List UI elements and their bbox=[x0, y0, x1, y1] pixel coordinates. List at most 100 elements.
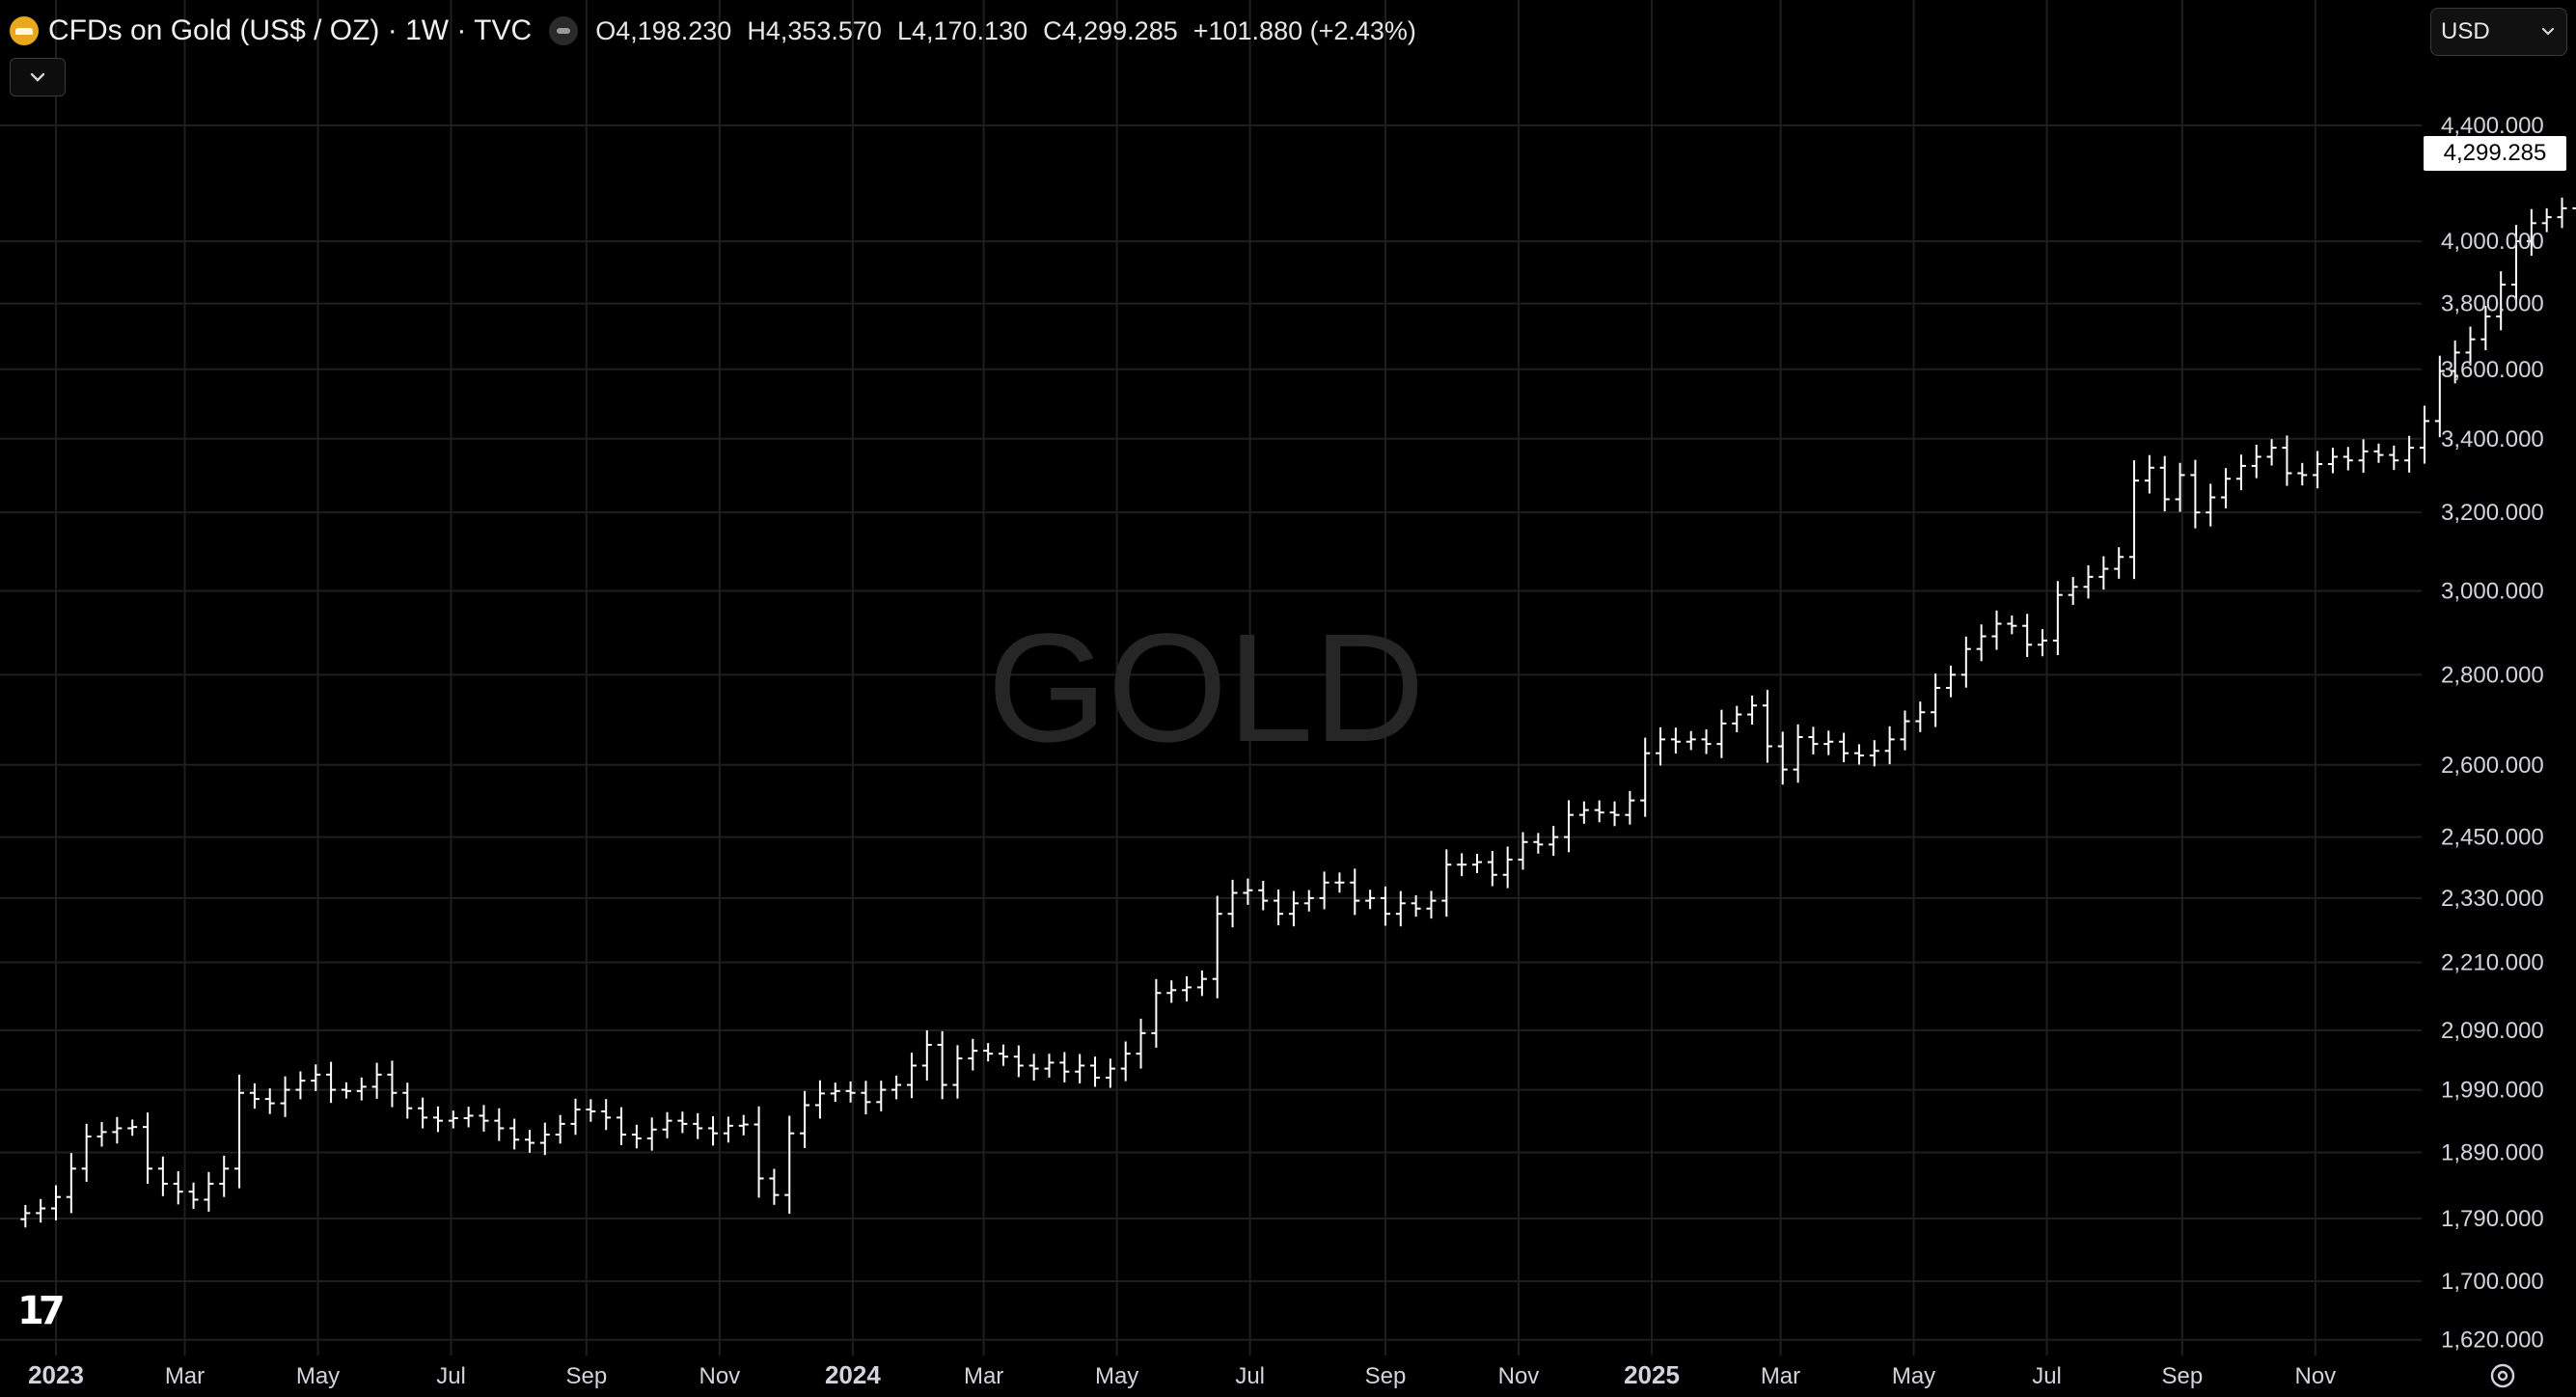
ohlc-bar bbox=[1991, 610, 2002, 650]
ohlc-bar bbox=[234, 1074, 245, 1189]
ohlc-bar bbox=[1319, 871, 1329, 910]
ohlc-bar bbox=[1701, 729, 1712, 754]
ohlc-bar bbox=[509, 1118, 520, 1150]
ohlc-bar bbox=[1564, 800, 1575, 853]
low-label: L bbox=[896, 15, 912, 45]
ohlc-bar bbox=[2358, 439, 2369, 473]
price-tick-label: 1,890.000 bbox=[2441, 1140, 2544, 1166]
legend-collapse-button[interactable] bbox=[10, 58, 66, 96]
price-tick-label: 1,990.000 bbox=[2441, 1078, 2544, 1104]
ohlc-bar bbox=[2129, 460, 2140, 580]
ohlc-bar bbox=[1457, 853, 1467, 877]
ohlc-bar bbox=[1274, 889, 1284, 926]
ohlc-bar bbox=[1945, 665, 1956, 698]
ohlc-bar bbox=[1120, 1041, 1131, 1082]
price-tick-label: 4,400.000 bbox=[2441, 113, 2544, 139]
price-tick-label: 2,090.000 bbox=[2441, 1018, 2544, 1044]
ohlc-bar bbox=[1900, 710, 1910, 751]
ohlc-bar bbox=[968, 1038, 978, 1071]
ohlc-bar bbox=[2541, 207, 2552, 233]
ohlc-bar bbox=[1182, 975, 1192, 1001]
ohlc-bar bbox=[1487, 851, 1497, 887]
ohlc-bar bbox=[20, 1204, 31, 1228]
ohlc-bar bbox=[2404, 435, 2415, 473]
ohlc-bar bbox=[1258, 881, 1269, 911]
ohlc-bar bbox=[861, 1081, 871, 1114]
price-tick-label: 1,700.000 bbox=[2441, 1269, 2544, 1295]
ohlc-bar bbox=[2144, 454, 2154, 494]
ohlc-bar bbox=[814, 1080, 825, 1119]
time-tick-label: May bbox=[1095, 1363, 1138, 1389]
ohlc-bar bbox=[1196, 970, 1207, 997]
ohlc-bar bbox=[448, 1110, 458, 1129]
ohlc-bar bbox=[2419, 405, 2429, 464]
ohlc-bar bbox=[2526, 208, 2536, 257]
time-tick-label: Jul bbox=[1235, 1363, 1265, 1389]
ohlc-bar bbox=[1656, 726, 1666, 766]
ohlc-bar bbox=[2572, 206, 2576, 209]
ohlc-bar bbox=[1640, 737, 1651, 817]
open-label: O bbox=[595, 15, 617, 45]
ohlc-bar bbox=[1685, 730, 1696, 751]
ohlc-bar bbox=[1090, 1056, 1101, 1087]
ohlc-bar bbox=[1013, 1045, 1024, 1078]
market-status-icon[interactable] bbox=[549, 16, 579, 45]
ohlc-bar bbox=[1059, 1052, 1070, 1082]
ohlc-bar bbox=[1578, 801, 1589, 824]
ohlc-bar bbox=[2266, 439, 2277, 466]
time-axis[interactable]: 2023 Mar May Jul Sep Nov 2024 Mar May Jul Sep Nov 20… bbox=[28, 1360, 2336, 1389]
low-value: 4,170.130 bbox=[911, 15, 1028, 45]
ohlc-bar bbox=[708, 1115, 719, 1146]
settings-icon[interactable] bbox=[2485, 1358, 2520, 1393]
ohlc-bar bbox=[906, 1053, 917, 1099]
ohlc-bar bbox=[1075, 1054, 1085, 1083]
ohlc-values: O4,198.230 H4,353.570 L4,170.130 C4,299.… bbox=[595, 16, 1416, 46]
ohlc-bar bbox=[2373, 443, 2384, 463]
ohlc-bar bbox=[2052, 581, 2063, 656]
ohlc-bar bbox=[173, 1170, 183, 1205]
ohlc-bar bbox=[555, 1114, 565, 1144]
ohlc-bar bbox=[36, 1198, 46, 1223]
ohlc-bar bbox=[249, 1082, 260, 1109]
ohlc-bar bbox=[2159, 455, 2170, 512]
currency-select[interactable]: USD bbox=[2430, 8, 2567, 56]
price-tick-label: 3,400.000 bbox=[2441, 426, 2544, 452]
ohlc-bar bbox=[311, 1064, 321, 1091]
ohlc-bar bbox=[2313, 451, 2323, 489]
currency-value: USD bbox=[2441, 18, 2490, 44]
ohlc-bar bbox=[921, 1029, 932, 1081]
ohlc-bar bbox=[1166, 980, 1177, 1003]
time-tick-label: Jul bbox=[2032, 1363, 2062, 1389]
price-tick-label: 2,600.000 bbox=[2441, 753, 2544, 779]
price-axis[interactable]: 4,400.000 4,000.000 3,800.000 3,600.000 3,40… bbox=[2441, 113, 2544, 1354]
time-tick-label: Nov bbox=[2295, 1363, 2337, 1389]
close-label: C bbox=[1043, 15, 1062, 45]
symbol-title[interactable]: CFDs on Gold (US$ / OZ) · 1W · TVC bbox=[48, 14, 533, 46]
ohlc-bar bbox=[387, 1060, 397, 1108]
ohlc-bar bbox=[66, 1153, 76, 1214]
ohlc-bar bbox=[1594, 800, 1604, 823]
ohlc-bar bbox=[1853, 744, 1864, 765]
tradingview-logo-icon[interactable]: 17 bbox=[17, 1289, 66, 1333]
ohlc-bar bbox=[494, 1108, 505, 1141]
ohlc-bar bbox=[341, 1082, 351, 1099]
ohlc-bar bbox=[1303, 890, 1314, 912]
ohlc-bar bbox=[876, 1081, 887, 1111]
time-tick-label: Mar bbox=[165, 1363, 205, 1389]
ohlc-bar bbox=[1334, 872, 1345, 893]
ohlc-bar bbox=[2480, 305, 2491, 351]
ohlc-bar bbox=[1625, 790, 1635, 825]
time-tick-label: 2025 bbox=[1624, 1360, 1680, 1389]
ohlc-bar bbox=[2327, 448, 2338, 474]
price-tick-label: 2,210.000 bbox=[2441, 949, 2544, 975]
price-tick-label: 2,800.000 bbox=[2441, 662, 2544, 688]
price-tick-label: 4,000.000 bbox=[2441, 229, 2544, 255]
ohlc-bar bbox=[1471, 853, 1482, 873]
ohlc-bar bbox=[1609, 801, 1620, 827]
ohlc-bar bbox=[1044, 1054, 1055, 1078]
ohlc-bar bbox=[1243, 878, 1253, 905]
ohlc-bar bbox=[2389, 445, 2399, 471]
price-tick-label: 3,200.000 bbox=[2441, 500, 2544, 526]
time-tick-label: May bbox=[296, 1363, 340, 1389]
